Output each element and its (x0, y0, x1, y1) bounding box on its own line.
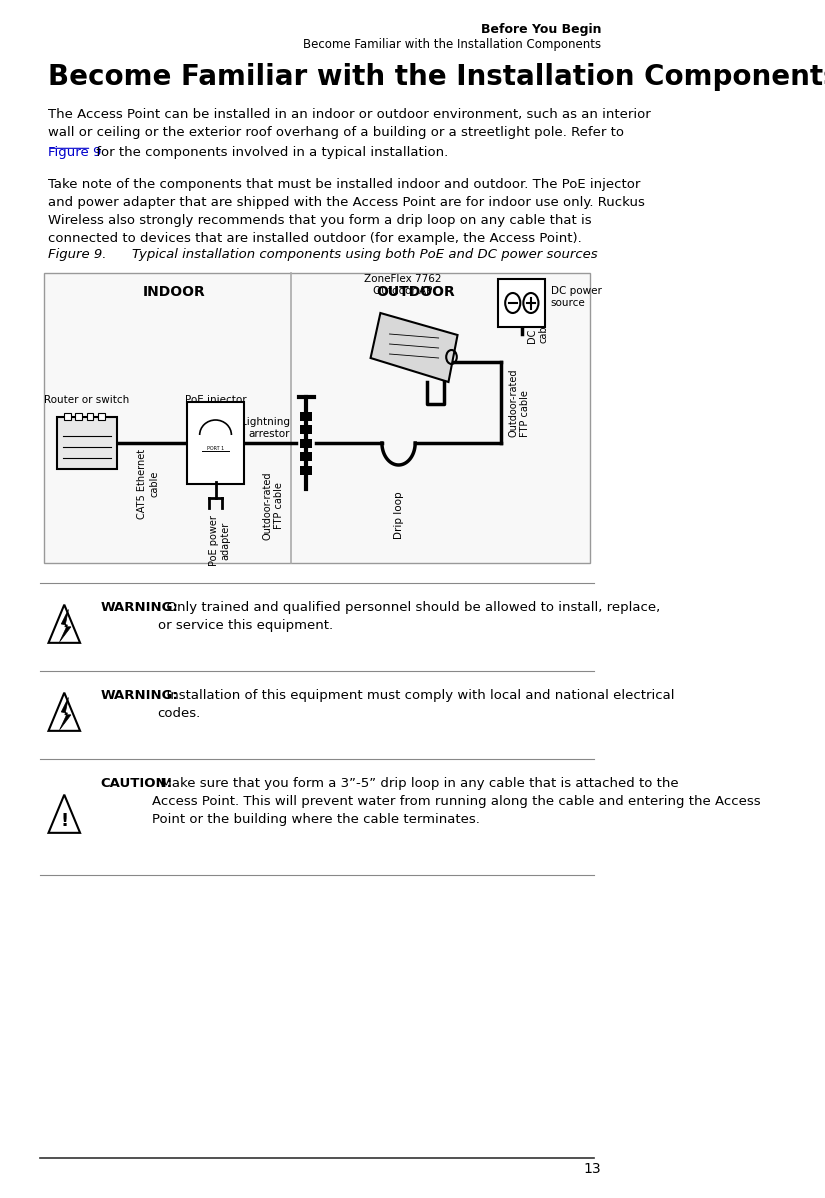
Text: DC
cable: DC cable (527, 316, 549, 343)
Text: Installation of this equipment must comply with local and national electrical
co: Installation of this equipment must comp… (158, 689, 674, 720)
FancyBboxPatch shape (57, 417, 117, 468)
Text: Router or switch: Router or switch (45, 395, 130, 405)
Text: WARNING:: WARNING: (101, 601, 178, 615)
Bar (300, 452, 313, 461)
Text: The Access Point can be installed in an indoor or outdoor environment, such as a: The Access Point can be installed in an … (48, 108, 650, 139)
Text: PoE power
adapter: PoE power adapter (209, 515, 230, 565)
Text: for the components involved in a typical installation.: for the components involved in a typical… (92, 146, 448, 159)
Text: Lightning
arrestor: Lightning arrestor (241, 417, 290, 438)
Text: PORT 1: PORT 1 (207, 446, 224, 450)
Polygon shape (49, 794, 80, 833)
Bar (300, 438, 313, 448)
Text: Drip loop: Drip loop (394, 491, 403, 539)
Polygon shape (370, 313, 458, 382)
Text: Take note of the components that must be installed indoor and outdoor. The PoE i: Take note of the components that must be… (48, 179, 644, 246)
Text: Before You Begin: Before You Begin (481, 23, 601, 36)
Text: Become Familiar with the Installation Components: Become Familiar with the Installation Co… (303, 38, 601, 52)
Bar (300, 411, 313, 420)
FancyBboxPatch shape (186, 403, 244, 484)
Text: INDOOR: INDOOR (143, 285, 205, 300)
Text: !: ! (60, 812, 68, 830)
Text: OUTDOOR: OUTDOOR (376, 285, 455, 300)
Bar (300, 425, 313, 434)
Text: CAT5 Ethernet
cable: CAT5 Ethernet cable (138, 449, 159, 519)
Bar (87, 413, 93, 420)
Text: 13: 13 (583, 1162, 601, 1176)
Polygon shape (59, 697, 71, 730)
Bar (64, 413, 71, 420)
Text: DC power
source: DC power source (550, 286, 601, 308)
Text: CAUTION:: CAUTION: (101, 778, 172, 789)
Polygon shape (59, 610, 71, 642)
Polygon shape (49, 605, 80, 643)
Text: Outdoor-rated
FTP cable: Outdoor-rated FTP cable (508, 368, 530, 437)
Text: PoE injector: PoE injector (185, 395, 247, 405)
Text: Figure 9: Figure 9 (48, 146, 101, 159)
Text: Only trained and qualified personnel should be allowed to install, replace,
or s: Only trained and qualified personnel sho… (158, 601, 660, 633)
Bar (75, 413, 82, 420)
FancyBboxPatch shape (498, 279, 545, 327)
Text: Outdoor-rated
FTP cable: Outdoor-rated FTP cable (262, 471, 284, 539)
Polygon shape (49, 692, 80, 731)
Text: Become Familiar with the Installation Components: Become Familiar with the Installation Co… (48, 63, 825, 91)
Text: Figure 9.      Typical installation components using both PoE and DC power sourc: Figure 9. Typical installation component… (48, 248, 597, 261)
Bar (300, 466, 313, 474)
Text: ZoneFlex 7762
Outdoor AP: ZoneFlex 7762 Outdoor AP (365, 274, 442, 296)
Text: WARNING:: WARNING: (101, 689, 178, 702)
FancyBboxPatch shape (44, 273, 590, 563)
Text: Make sure that you form a 3”-5” drip loop in any cable that is attached to the
A: Make sure that you form a 3”-5” drip loo… (152, 778, 761, 825)
Bar (98, 413, 105, 420)
